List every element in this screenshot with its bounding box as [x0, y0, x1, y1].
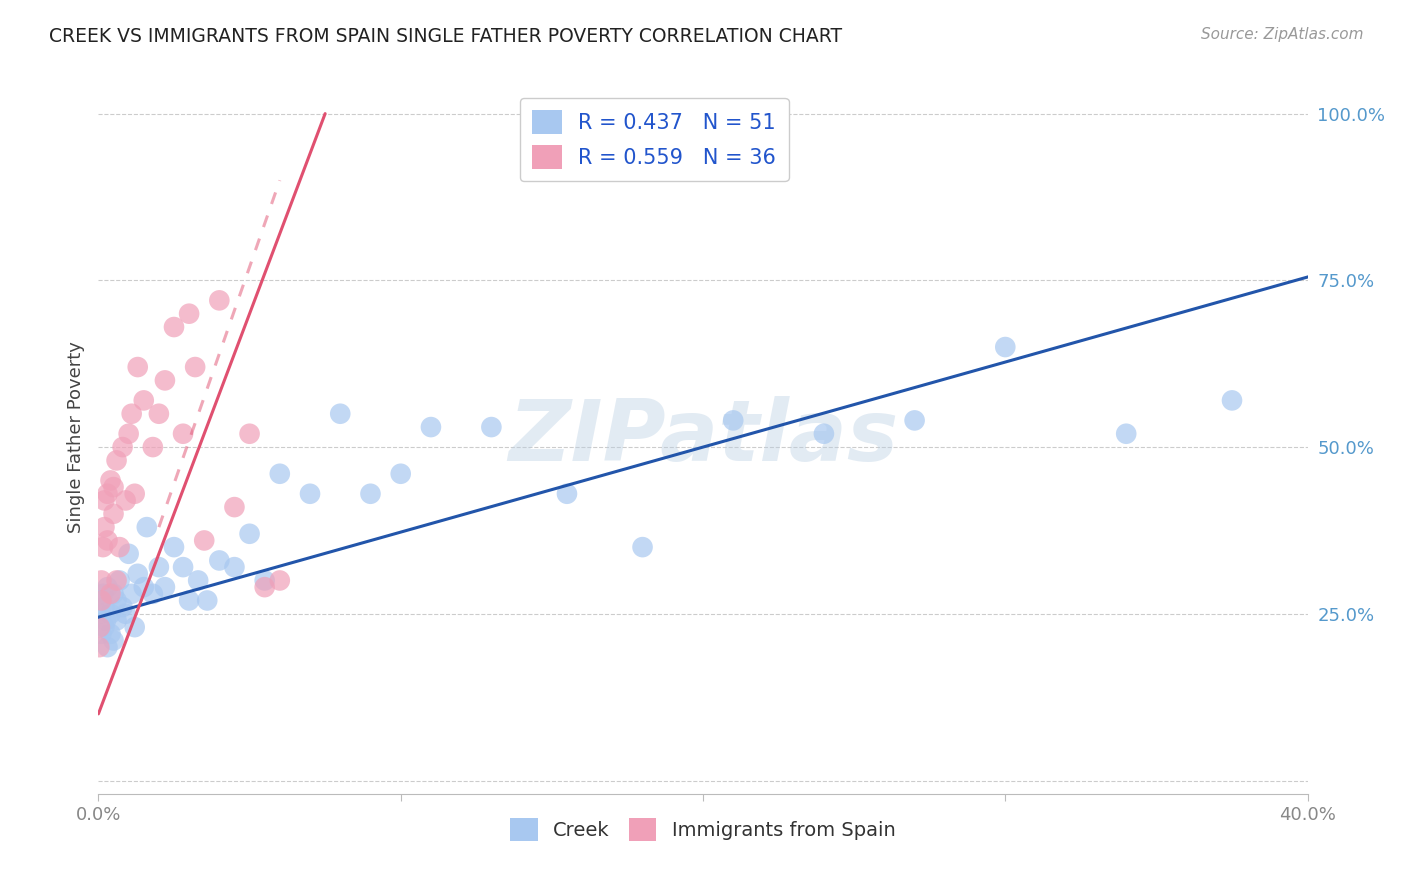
Point [631, 540, 654, 554]
Point [91, 587, 114, 601]
Point [111, 600, 134, 615]
Point [163, 320, 186, 334]
Point [299, 487, 322, 501]
Point [111, 440, 134, 454]
Point [253, 574, 276, 588]
Point [135, 520, 157, 534]
Point [1115, 426, 1137, 441]
Point [96, 533, 118, 548]
Point [103, 633, 125, 648]
Point [90, 607, 112, 621]
Point [224, 500, 246, 515]
Point [127, 566, 149, 581]
Point [124, 487, 146, 501]
Point [153, 373, 176, 387]
Point [1220, 393, 1243, 408]
Point [103, 587, 125, 601]
Point [114, 607, 136, 621]
Point [96, 580, 118, 594]
Point [103, 507, 125, 521]
Point [94, 614, 117, 628]
Point [187, 574, 209, 588]
Point [269, 574, 291, 588]
Point [172, 426, 194, 441]
Point [108, 540, 131, 554]
Point [105, 574, 128, 588]
Point [105, 593, 128, 607]
Point [89, 640, 111, 655]
Point [132, 393, 155, 408]
Point [172, 560, 194, 574]
Point [127, 359, 149, 374]
Legend: Creek, Immigrants from Spain: Creek, Immigrants from Spain [502, 810, 904, 848]
Point [179, 307, 201, 321]
Point [89, 620, 111, 634]
Point [555, 487, 578, 501]
Point [239, 426, 262, 441]
Point [90, 627, 112, 641]
Point [813, 426, 835, 441]
Point [103, 480, 125, 494]
Point [124, 620, 146, 634]
Point [389, 467, 412, 481]
Point [994, 340, 1017, 354]
Text: CREEK VS IMMIGRANTS FROM SPAIN SINGLE FATHER POVERTY CORRELATION CHART: CREEK VS IMMIGRANTS FROM SPAIN SINGLE FA… [49, 27, 842, 45]
Point [90, 574, 112, 588]
Point [93, 600, 115, 615]
Point [224, 560, 246, 574]
Point [481, 420, 503, 434]
Point [100, 587, 122, 601]
Point [904, 413, 927, 427]
Point [89, 593, 111, 607]
Point [253, 580, 276, 594]
Text: Source: ZipAtlas.com: Source: ZipAtlas.com [1201, 27, 1364, 42]
Point [96, 640, 118, 655]
Point [93, 620, 115, 634]
Point [148, 407, 170, 421]
Point [179, 593, 201, 607]
Point [121, 587, 143, 601]
Point [118, 547, 141, 561]
Point [121, 407, 143, 421]
Point [105, 614, 128, 628]
Point [269, 467, 291, 481]
Point [360, 487, 382, 501]
Point [148, 560, 170, 574]
Point [96, 487, 118, 501]
Text: ZIPatlas: ZIPatlas [508, 395, 898, 479]
Point [93, 493, 115, 508]
Point [142, 587, 165, 601]
Point [208, 293, 231, 308]
Point [153, 580, 176, 594]
Point [329, 407, 352, 421]
Point [100, 607, 122, 621]
Point [91, 540, 114, 554]
Point [184, 359, 207, 374]
Point [118, 426, 141, 441]
Point [193, 533, 215, 548]
Point [90, 593, 112, 607]
Point [208, 553, 231, 567]
Point [420, 420, 443, 434]
Point [105, 453, 128, 467]
Point [108, 574, 131, 588]
Point [195, 593, 218, 607]
Point [239, 526, 262, 541]
Point [93, 520, 115, 534]
Y-axis label: Single Father Poverty: Single Father Poverty [66, 341, 84, 533]
Point [723, 413, 745, 427]
Point [142, 440, 165, 454]
Point [132, 580, 155, 594]
Point [163, 540, 186, 554]
Point [100, 627, 122, 641]
Point [114, 493, 136, 508]
Point [100, 474, 122, 488]
